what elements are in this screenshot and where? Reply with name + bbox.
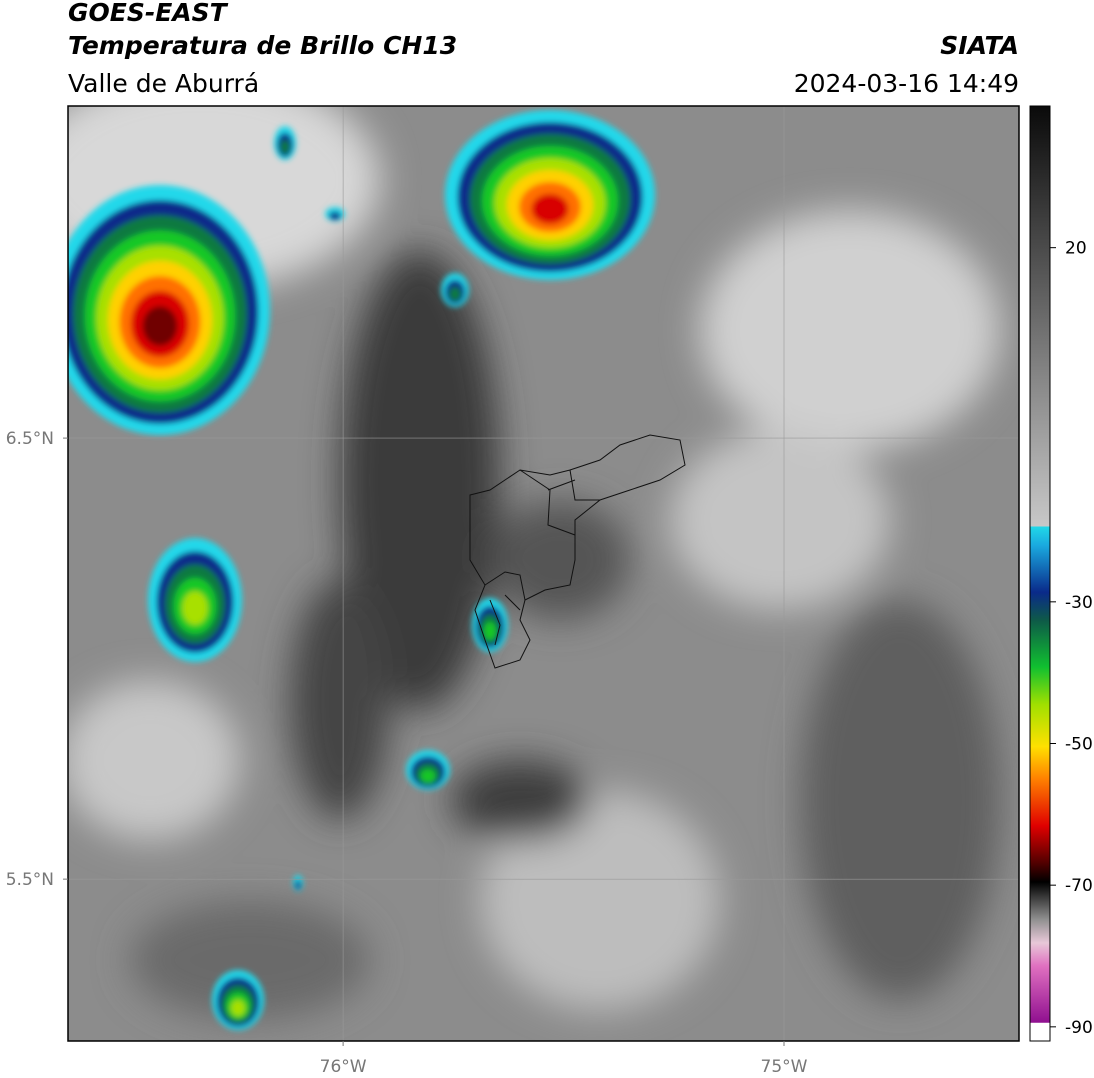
storm-cloud — [449, 286, 461, 302]
subtitle: Temperatura de Brillo CH13 — [68, 31, 457, 60]
datetime: 2024-03-16 14:49 — [794, 69, 1019, 98]
storm-cloud — [484, 622, 496, 640]
municipal-boundaries — [469, 434, 686, 669]
title: GOES-EAST — [68, 0, 229, 27]
storm-cloud — [230, 999, 246, 1017]
colorbar-tick-label: -50 — [1065, 735, 1093, 755]
region: Valle de Aburrá — [68, 69, 259, 98]
storm-cloud — [329, 211, 341, 221]
storm-cloud — [420, 769, 436, 783]
colorbar-tick-label: -30 — [1065, 593, 1093, 613]
y-tick-label: 6.5°N — [6, 429, 54, 449]
y-tick-label: 5.5°N — [6, 870, 54, 890]
storm-cloud — [280, 139, 290, 155]
x-tick-label: 75°W — [761, 1057, 808, 1077]
x-tick-label: 76°W — [320, 1057, 367, 1077]
satellite-image — [68, 106, 1019, 1041]
storm-cloud — [142, 306, 178, 346]
storm-cloud — [182, 591, 208, 625]
storm-cloud — [295, 880, 301, 890]
colorbar-tick-label: 20 — [1065, 239, 1087, 259]
colorbar-tick-label: -90 — [1065, 1018, 1093, 1038]
colorbar — [1029, 105, 1051, 1042]
map-frame — [67, 105, 1020, 1042]
source: SIATA — [940, 31, 1019, 60]
storm-cloud — [531, 194, 569, 224]
colorbar-tick-label: -70 — [1065, 876, 1093, 896]
